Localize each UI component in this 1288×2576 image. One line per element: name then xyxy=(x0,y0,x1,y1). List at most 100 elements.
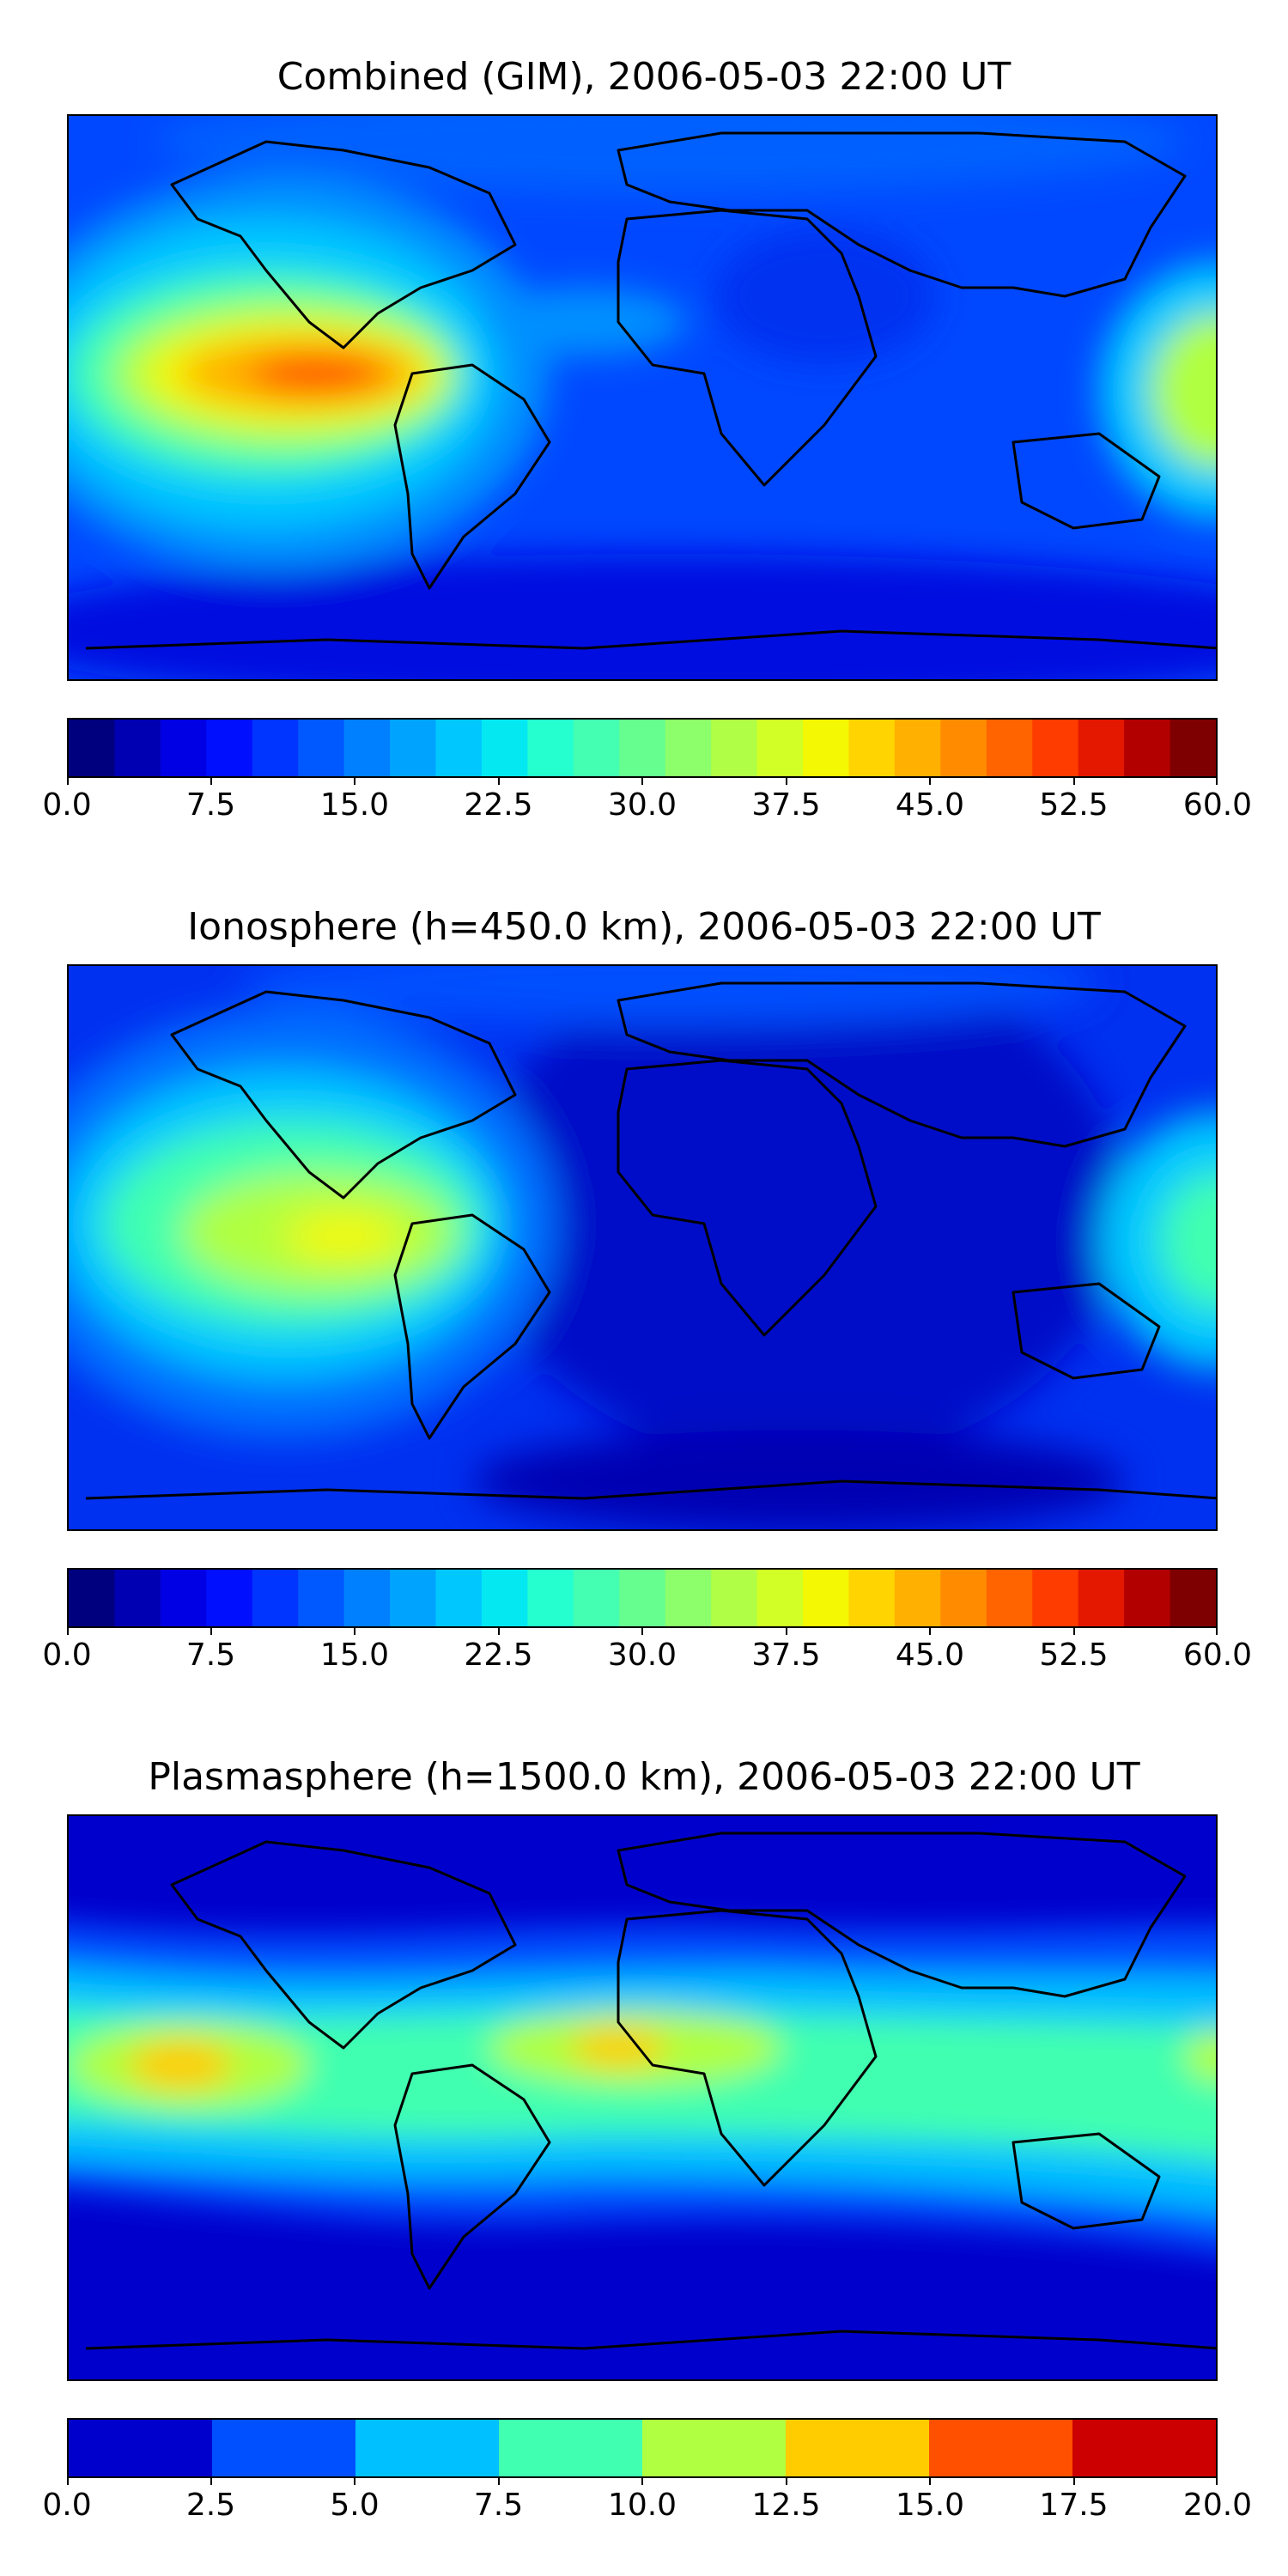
colorbar-segment xyxy=(1078,1570,1125,1626)
colorbar-tick xyxy=(354,1626,355,1635)
colorbar-segment xyxy=(435,720,483,776)
colorbar-segment xyxy=(481,720,528,776)
colorbar-ticks-combined: 0.0 7.5 15.0 22.5 30.0 37.5 45.0 52.5 60.0 xyxy=(42,776,1252,823)
northern-band xyxy=(240,966,1099,1026)
colorbar-ionosphere xyxy=(67,1568,1218,1628)
colorbar-gradient-plasmasphere xyxy=(69,2420,1216,2476)
colorbar-tick-label: 45.0 xyxy=(895,1637,965,1673)
tec-field-ionosphere xyxy=(69,966,1216,1529)
africa-outline xyxy=(617,1909,878,2187)
colorbar-segment xyxy=(929,2420,1073,2476)
colorbar-tick xyxy=(1072,1626,1075,1635)
colorbar-segment xyxy=(1032,1570,1079,1626)
colorbar-tick-label: 15.0 xyxy=(319,787,390,823)
colorbar-segment xyxy=(940,720,987,776)
colorbar-segment xyxy=(711,1570,758,1626)
colorbar-segment xyxy=(527,720,574,776)
eastern-edge-aqua xyxy=(1159,1172,1216,1309)
coastlines xyxy=(85,981,1216,1500)
colorbar-segment xyxy=(69,2420,213,2476)
colorbar-segment xyxy=(499,2420,643,2476)
colorbar-segment xyxy=(848,1570,896,1626)
colorbar-segment xyxy=(573,1570,620,1626)
colorbar-segment xyxy=(252,1570,299,1626)
colorbar-tick xyxy=(929,776,931,785)
southern-low-region xyxy=(69,554,1216,679)
colorbar-tick xyxy=(67,1626,69,1635)
north-america-outline xyxy=(170,1840,517,2050)
colorbar-tick-label: 22.5 xyxy=(464,1637,533,1673)
colorbar-tick xyxy=(785,776,787,785)
colorbar-tick xyxy=(1072,2476,1075,2485)
colorbar-tick-label: 7.5 xyxy=(185,787,236,823)
colorbar-segment xyxy=(1032,720,1079,776)
colorbar-tick-label: 45.0 xyxy=(895,787,965,823)
colorbar-segment xyxy=(298,1570,345,1626)
colorbar-segment xyxy=(711,720,758,776)
colorbar-tick-label: 0.0 xyxy=(42,787,92,823)
colorbar-segment xyxy=(481,1570,528,1626)
colorbar-segment xyxy=(252,720,299,776)
africa-peak xyxy=(571,2029,665,2067)
colorbar-segment xyxy=(756,1570,804,1626)
colorbar-segment xyxy=(69,1570,116,1626)
north-america-outline xyxy=(170,990,517,1200)
colorbar-segment xyxy=(114,720,161,776)
colorbar-plasmasphere xyxy=(67,2418,1218,2478)
colorbar-tick-label: 30.0 xyxy=(607,1637,677,1673)
colorbar-segment xyxy=(390,1570,437,1626)
australia-outline xyxy=(1012,2132,1161,2230)
antarctica-outline xyxy=(85,1479,1216,1500)
colorbar-tick-label: 15.0 xyxy=(319,1637,390,1673)
colorbar-tick-label: 2.5 xyxy=(185,2488,236,2523)
colorbar-segment xyxy=(160,1570,207,1626)
colorbar-tick xyxy=(785,1626,787,1635)
colorbar-segment xyxy=(803,1570,850,1626)
colorbar-segment xyxy=(1072,2420,1216,2476)
colorbar-segment xyxy=(206,720,253,776)
colorbar-segment xyxy=(343,1570,391,1626)
colorbar-tick xyxy=(641,776,643,785)
eurasia-outline xyxy=(617,131,1187,298)
colorbar-tick xyxy=(929,2476,931,2485)
colorbar-segment xyxy=(212,2420,356,2476)
eastern-edge-green xyxy=(1151,313,1216,468)
colorbar-tick xyxy=(210,776,212,785)
colorbar-tick xyxy=(210,1626,212,1635)
colorbar-segment xyxy=(619,720,666,776)
colorbar-tick-label: 0.0 xyxy=(42,1637,92,1673)
colorbar-segment xyxy=(803,720,850,776)
pacific-peak xyxy=(129,2041,232,2089)
colorbar-segment xyxy=(435,1570,483,1626)
colorbar-tick-label: 22.5 xyxy=(464,787,533,823)
colorbar-segment xyxy=(786,2420,930,2476)
africa-low xyxy=(713,228,936,365)
colorbar-tick-label: 7.5 xyxy=(473,2488,524,2523)
colorbar-tick xyxy=(1216,1626,1218,1635)
eastern-hemisphere-low xyxy=(472,966,1125,1464)
map-plasmasphere xyxy=(67,1814,1218,2381)
colorbar-segment xyxy=(355,2420,500,2476)
colorbar-tick xyxy=(210,2476,212,2485)
eurasia-outline xyxy=(617,1832,1187,1998)
south-america-outline xyxy=(393,363,551,590)
colorbar-tick xyxy=(1216,776,1218,785)
colorbar-tick-label: 5.0 xyxy=(330,2488,380,2523)
colorbar-tick xyxy=(785,2476,787,2485)
australia-outline xyxy=(1012,432,1161,530)
panel-title-ionosphere: Ionosphere (h=450.0 km), 2006-05-03 22:0… xyxy=(187,905,1101,949)
pacific-yellow xyxy=(283,1212,404,1261)
colorbar-tick xyxy=(497,776,500,785)
colorbar-tick-label: 17.5 xyxy=(1039,2488,1109,2523)
panel-title-combined: Combined (GIM), 2006-05-03 22:00 UT xyxy=(276,55,1012,99)
colorbar-segment xyxy=(1170,1570,1216,1626)
south-america-outline xyxy=(393,1213,551,1440)
colorbar-segment xyxy=(1170,720,1216,776)
colorbar-tick-label: 12.5 xyxy=(751,2488,821,2523)
antarctica-outline xyxy=(85,629,1216,650)
antarctica-outline xyxy=(85,2330,1216,2350)
colorbar-tick-label: 10.0 xyxy=(607,2488,677,2523)
tec-field-plasmasphere xyxy=(69,1816,1216,2379)
africa-outline xyxy=(617,209,878,487)
colorbar-segment xyxy=(343,720,391,776)
